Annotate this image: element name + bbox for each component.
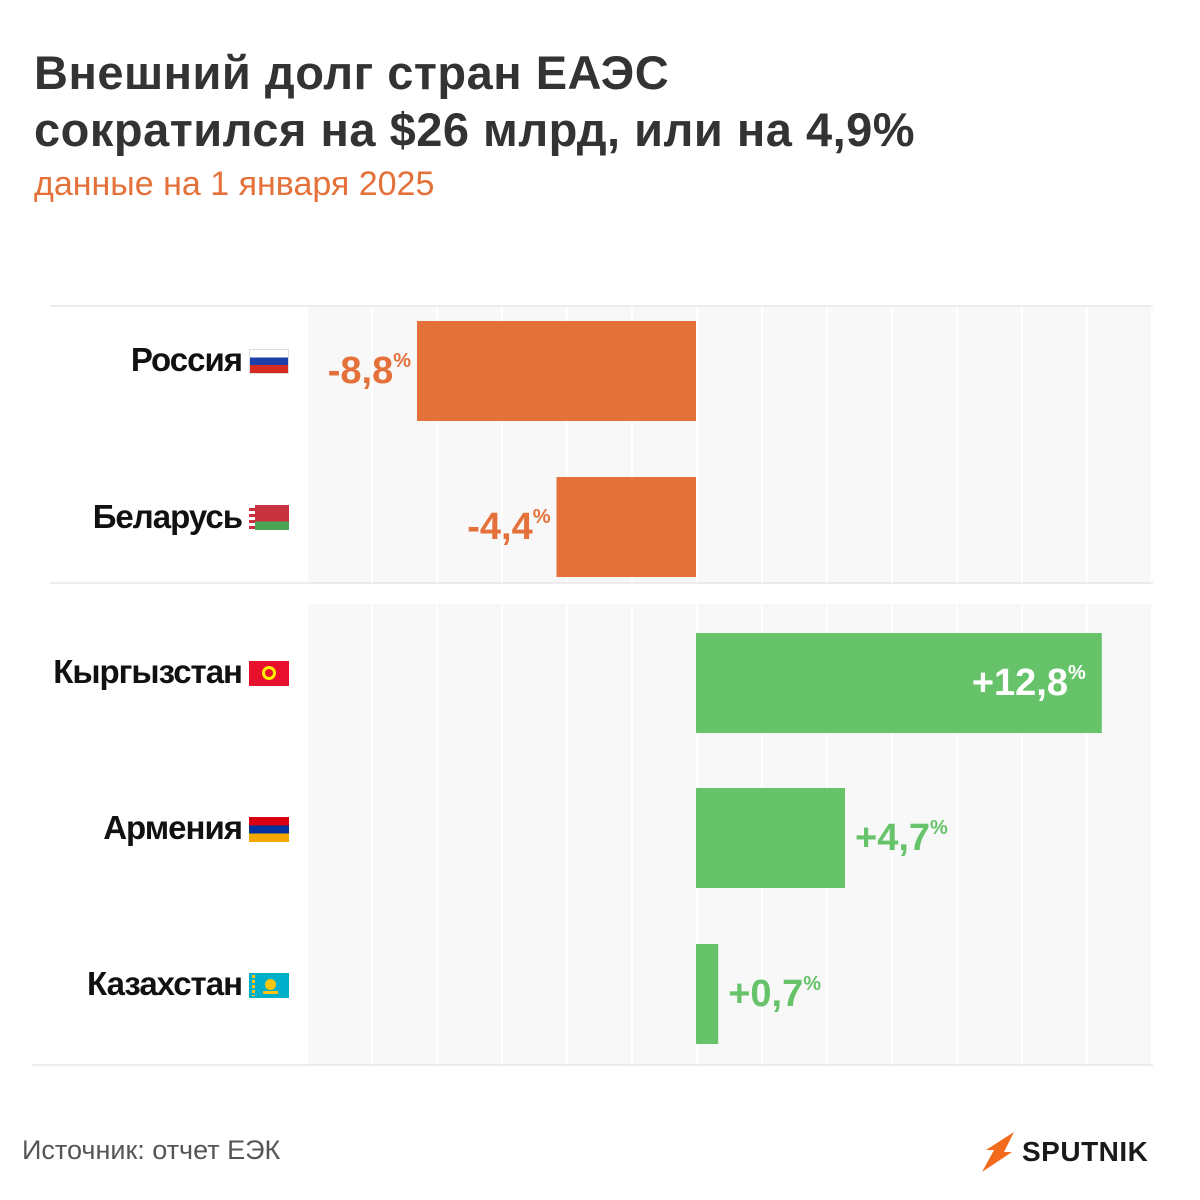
bar-russia bbox=[417, 321, 696, 421]
data-label-unit-kazakhstan: % bbox=[803, 973, 821, 995]
title-line-1: Внешний долг стран ЕАЭС bbox=[34, 46, 670, 99]
data-label-value-belarus: -4,4 bbox=[467, 506, 532, 548]
grid-column-0-11 bbox=[1023, 306, 1086, 583]
grid-column-1-5 bbox=[633, 604, 696, 1065]
grid-column-0-6 bbox=[698, 306, 761, 583]
data-label-kazakhstan: +0,7% bbox=[728, 973, 821, 1015]
data-label-unit-russia: % bbox=[393, 350, 411, 372]
data-label-belarus: -4,4% bbox=[467, 506, 550, 548]
data-label-value-armenia: +4,7 bbox=[855, 817, 930, 859]
chart-subtitle: данные на 1 января 2025 bbox=[34, 165, 435, 203]
sputnik-logo: SPUTNIK bbox=[978, 1130, 1148, 1174]
armenia-flag-icon bbox=[249, 817, 289, 842]
grid-column-0-9 bbox=[893, 306, 956, 583]
bar-kazakhstan bbox=[696, 944, 719, 1044]
grid-column-0-10 bbox=[958, 306, 1021, 583]
country-label-russia: Россия bbox=[130, 341, 243, 378]
grid-column-0-0 bbox=[308, 306, 371, 583]
data-label-russia: -8,8% bbox=[328, 350, 411, 392]
grid-column-0-8 bbox=[828, 306, 891, 583]
country-label-belarus: Беларусь bbox=[92, 498, 243, 535]
data-label-value-kazakhstan: +0,7 bbox=[728, 973, 803, 1015]
data-label-unit-kyrgyzstan: % bbox=[1068, 662, 1086, 684]
grid-column-1-2 bbox=[438, 604, 501, 1065]
brand-name: SPUTNIK bbox=[1022, 1136, 1149, 1167]
belarus-flag-icon bbox=[249, 505, 289, 530]
bar-belarus bbox=[556, 477, 696, 577]
bar-kyrgyzstan bbox=[696, 633, 1102, 733]
kyrgyzstan-flag-icon bbox=[249, 661, 289, 686]
grid-column-0-7 bbox=[763, 306, 826, 583]
bar-armenia bbox=[696, 788, 845, 888]
chart-title: Внешний долг стран ЕАЭС сократился на $2… bbox=[34, 44, 915, 158]
kazakhstan-flag-icon bbox=[249, 973, 289, 998]
data-label-armenia: +4,7% bbox=[855, 817, 948, 859]
data-label-kyrgyzstan: +12,8% bbox=[972, 662, 1086, 704]
data-label-unit-belarus: % bbox=[533, 506, 551, 528]
source-note: Источник: отчет ЕЭК bbox=[22, 1135, 281, 1165]
data-label-unit-armenia: % bbox=[930, 817, 948, 839]
country-label-kazakhstan: Казахстан bbox=[87, 965, 243, 1002]
data-label-value-kyrgyzstan: +12,8 bbox=[972, 662, 1068, 704]
grid-column-1-4 bbox=[568, 604, 631, 1065]
grid-column-1-0 bbox=[308, 604, 371, 1065]
grid-column-0-12 bbox=[1088, 306, 1151, 583]
grid-column-1-1 bbox=[373, 604, 436, 1065]
grid-column-1-3 bbox=[503, 604, 566, 1065]
russia-flag-icon bbox=[249, 349, 289, 374]
country-label-kyrgyzstan: Кыргызстан bbox=[53, 653, 243, 690]
title-line-2: сократился на $26 млрд, или на 4,9% bbox=[34, 103, 916, 156]
sputnik-logo-icon bbox=[982, 1132, 1014, 1172]
country-label-armenia: Армения bbox=[103, 809, 243, 846]
data-label-value-russia: -8,8 bbox=[328, 350, 393, 392]
